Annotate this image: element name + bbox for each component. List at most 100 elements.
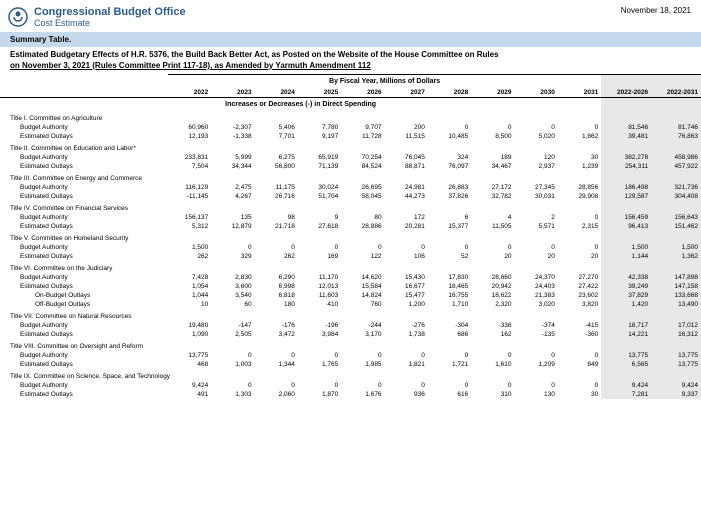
table-cell: 11,170 — [298, 273, 341, 282]
table-cell: 20,942 — [471, 282, 514, 291]
table-cell: -336 — [471, 321, 514, 330]
row-label: Off-Budget Outlays — [0, 300, 168, 309]
table-cell: 156,643 — [651, 213, 701, 222]
cbo-logo-icon — [8, 7, 28, 27]
summary-subtitle: Estimated Budgetary Effects of H.R. 5376… — [0, 47, 701, 74]
table-cell: 1,362 — [651, 252, 701, 261]
table-cell: 1,054 — [168, 282, 211, 291]
table-cell: 34,344 — [211, 162, 254, 171]
year-header: 2022 — [168, 88, 211, 98]
table-cell: 1,090 — [168, 330, 211, 339]
table-cell: 310 — [471, 390, 514, 399]
table-cell: 12,013 — [298, 282, 341, 291]
table-cell: 1,870 — [298, 390, 341, 399]
table-cell: 1,344 — [255, 360, 298, 369]
table-cell: 14,824 — [341, 291, 384, 300]
table-cell: 20 — [515, 252, 558, 261]
table-cell: 686 — [428, 330, 471, 339]
table-cell: 147,898 — [651, 273, 701, 282]
row-label: Estimated Outlays — [0, 192, 168, 201]
row-label: Estimated Outlays — [0, 390, 168, 399]
table-cell: 180 — [255, 300, 298, 309]
table-cell: 15,584 — [341, 282, 384, 291]
section-title: Title III. Committee on Energy and Comme… — [0, 171, 601, 183]
table-cell: 616 — [428, 390, 471, 399]
table-cell: -196 — [298, 321, 341, 330]
table-cell: 1,862 — [558, 132, 601, 141]
row-label: Budget Authority — [0, 381, 168, 390]
subtitle-line-2: on November 3, 2021 (Rules Committee Pri… — [10, 61, 371, 70]
table-cell: 17,830 — [428, 273, 471, 282]
table-cell: 23,602 — [558, 291, 601, 300]
table-cell: 21,383 — [515, 291, 558, 300]
table-cell: 2,060 — [255, 390, 298, 399]
table-cell: 0 — [515, 243, 558, 252]
table-cell: 18,465 — [428, 282, 471, 291]
table-cell: 15,430 — [385, 273, 428, 282]
table-cell: 0 — [211, 351, 254, 360]
table-cell: 849 — [558, 360, 601, 369]
table-cell: 14,221 — [601, 330, 651, 339]
table-cell: 9 — [298, 213, 341, 222]
row-label: Estimated Outlays — [0, 162, 168, 171]
table-cell: 186,498 — [601, 183, 651, 192]
table-cell: 1,003 — [211, 360, 254, 369]
row-label: Budget Authority — [0, 183, 168, 192]
table-cell: 324 — [428, 153, 471, 162]
table-cell: 1,765 — [298, 360, 341, 369]
row-label: Estimated Outlays — [0, 360, 168, 369]
table-cell: -374 — [515, 321, 558, 330]
table-cell: 12,193 — [168, 132, 211, 141]
year-header: 2022-2026 — [601, 88, 651, 98]
table-cell: 5,312 — [168, 222, 211, 231]
table-cell: 0 — [385, 351, 428, 360]
table-cell: 147,158 — [651, 282, 701, 291]
table-cell: 1,303 — [211, 390, 254, 399]
table-cell: 321,736 — [651, 183, 701, 192]
table-cell: 6,998 — [255, 282, 298, 291]
table-cell: 37,829 — [601, 291, 651, 300]
table-cell: 0 — [558, 213, 601, 222]
year-header: 2025 — [298, 88, 341, 98]
spending-header: Increases or Decreases (-) in Direct Spe… — [0, 97, 601, 111]
table-cell: 129,587 — [601, 192, 651, 201]
year-header: 2023 — [211, 88, 254, 98]
table-cell: 1,209 — [515, 360, 558, 369]
table-cell: -360 — [558, 330, 601, 339]
table-cell: 27,172 — [471, 183, 514, 192]
table-cell: 0 — [298, 381, 341, 390]
table-cell: 0 — [385, 243, 428, 252]
table-cell: -244 — [341, 321, 384, 330]
table-cell: 760 — [341, 300, 384, 309]
table-cell: 468 — [168, 360, 211, 369]
section-title: Title IX. Committee on Science, Space, a… — [0, 369, 601, 381]
table-cell: 6,290 — [255, 273, 298, 282]
table-cell: 30,024 — [298, 183, 341, 192]
table-cell: 172 — [385, 213, 428, 222]
table-cell: 106 — [385, 252, 428, 261]
table-cell: 9,424 — [601, 381, 651, 390]
table-cell: 15,377 — [428, 222, 471, 231]
table-cell: 13,775 — [651, 351, 701, 360]
table-cell: 0 — [428, 381, 471, 390]
table-cell: 12,879 — [211, 222, 254, 231]
table-cell: 9,424 — [168, 381, 211, 390]
year-header: 2026 — [341, 88, 384, 98]
table-cell: 200 — [385, 123, 428, 132]
table-cell: 15,477 — [385, 291, 428, 300]
table-cell: 1,985 — [341, 360, 384, 369]
table-cell: 13,775 — [651, 360, 701, 369]
table-cell: 133,668 — [651, 291, 701, 300]
table-cell: 156,459 — [601, 213, 651, 222]
table-cell: 6,818 — [255, 291, 298, 300]
table-cell: 0 — [255, 243, 298, 252]
table-cell: 9,337 — [651, 390, 701, 399]
section-title: Title VIII. Committee on Oversight and R… — [0, 339, 601, 351]
table-cell: 7,281 — [601, 390, 651, 399]
table-cell: 262 — [255, 252, 298, 261]
org-block: Congressional Budget Office Cost Estimat… — [34, 6, 186, 28]
table-cell: 936 — [385, 390, 428, 399]
row-label: Estimated Outlays — [0, 282, 168, 291]
table-cell: 11,505 — [471, 222, 514, 231]
table-cell: 88,871 — [385, 162, 428, 171]
